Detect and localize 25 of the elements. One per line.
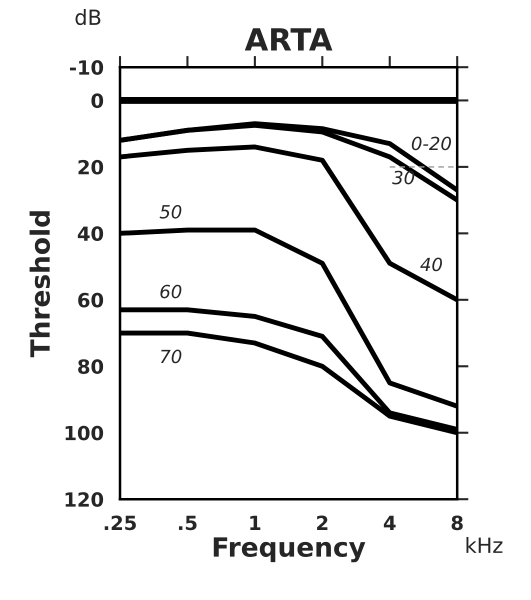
annotation: 40 <box>420 258 442 272</box>
y-tick-label: 20 <box>78 160 104 175</box>
x-tick-label: 2 <box>317 516 328 530</box>
x-tick-label: 4 <box>384 516 396 530</box>
y-axis-title: Threshold <box>30 211 50 358</box>
annotation: 60 <box>160 284 182 298</box>
annotation: 50 <box>160 204 182 219</box>
x-tick-label: 8 <box>452 516 463 530</box>
y-tick-label: 120 <box>66 492 104 507</box>
y-tick-label: 40 <box>78 226 104 242</box>
annotation: 70 <box>160 350 182 364</box>
annotation: 30 <box>392 170 414 184</box>
y-tick-label: 0 <box>91 93 104 108</box>
x-tick-label: .5 <box>178 516 197 530</box>
text: dB <box>75 9 100 26</box>
text: kHz <box>466 537 502 553</box>
chart-title: ARTA <box>244 28 332 51</box>
annotation: 0-20 <box>412 136 451 150</box>
y-tick-label: -10 <box>70 60 104 75</box>
y-tick-label: 80 <box>78 359 104 374</box>
y-tick-label: 100 <box>66 426 104 440</box>
x-tick-label: 1 <box>250 516 260 530</box>
y-tick-label: 60 <box>78 292 104 308</box>
x-tick-label: .25 <box>104 516 136 530</box>
x-axis-title: Frequency <box>214 537 366 562</box>
